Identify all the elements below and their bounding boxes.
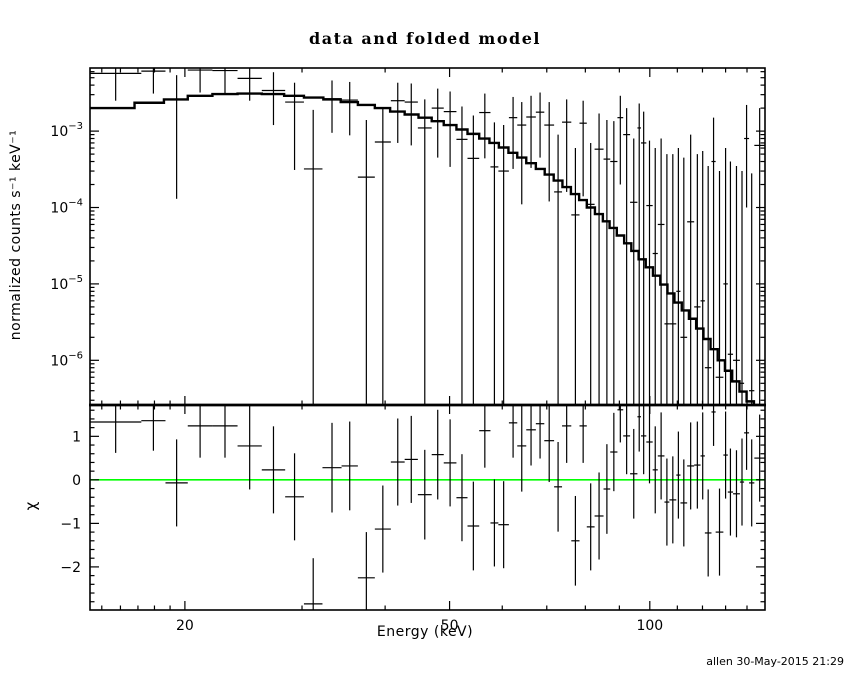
top-panel-data <box>90 68 765 405</box>
y-axis-label-counts: normalized counts s⁻¹ keV⁻¹ <box>8 129 24 341</box>
svg-text:10−4: 10−4 <box>50 198 83 217</box>
svg-text:0: 0 <box>72 473 81 489</box>
svg-text:1: 1 <box>72 429 81 445</box>
plot-title: data and folded model <box>309 29 541 48</box>
svg-text:10−5: 10−5 <box>50 274 83 293</box>
svg-text:−2: −2 <box>60 560 81 576</box>
x-axis-label-energy: Energy (keV) <box>376 624 474 640</box>
plot-frame <box>89 67 766 611</box>
svg-text:10−6: 10−6 <box>50 350 83 369</box>
svg-text:10−3: 10−3 <box>50 121 83 140</box>
tick-labels: 20 50 100 10−3 10−4 10−5 10−6 1 0 −1 −2 <box>50 121 663 634</box>
bottom-panel-data <box>90 405 765 610</box>
svg-text:100: 100 <box>636 618 663 634</box>
axis-ticks <box>90 68 765 610</box>
model-curve <box>90 92 756 405</box>
svg-text:−1: −1 <box>60 516 81 532</box>
svg-text:50: 50 <box>441 618 459 634</box>
y-axis-label-chi: χ <box>22 501 40 511</box>
plot-signature-timestamp: allen 30-May-2015 21:29 <box>706 655 844 668</box>
svg-text:20: 20 <box>176 618 194 634</box>
